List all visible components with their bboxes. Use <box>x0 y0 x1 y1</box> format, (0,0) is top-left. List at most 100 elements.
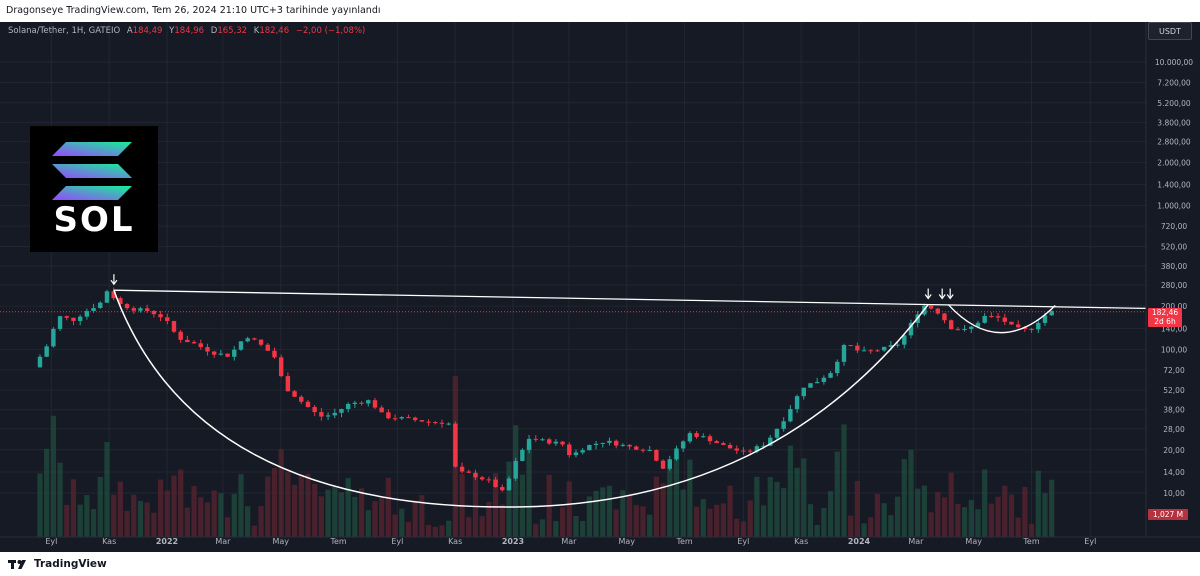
cup-and-handle-pattern <box>110 274 1147 508</box>
x-tick-label: Kas <box>102 537 116 546</box>
volume-bar <box>854 480 860 537</box>
candle-body <box>473 472 478 478</box>
candle-body <box>955 329 961 331</box>
candle-body <box>674 448 679 460</box>
volume-bar <box>151 512 157 537</box>
volume-bar <box>178 469 184 537</box>
y-tick-label: 14,00 <box>1163 468 1185 477</box>
volume-bar <box>446 520 452 537</box>
volume-bar <box>881 503 887 537</box>
candle-body <box>814 381 820 384</box>
footer-bar: TradingView <box>0 552 1200 576</box>
symbol-legend: Solana/Tether, 1H, GATEIO A184,49 Y184,9… <box>8 26 365 36</box>
volume-bar <box>801 458 807 537</box>
candle-body <box>587 445 592 451</box>
price-axis: 10.000,00 7.200,00 5.200,00 3.800,00 2.800,0… <box>1145 22 1200 552</box>
candle-body <box>379 407 384 413</box>
volume-bar <box>245 506 251 537</box>
candle-body <box>754 446 760 452</box>
x-tick-label: Kas <box>794 537 808 546</box>
candle-body <box>292 391 297 397</box>
candle-body <box>1029 328 1034 330</box>
volume-bar <box>70 479 77 537</box>
volume-bar <box>37 473 43 537</box>
volume-bar <box>57 462 63 537</box>
volume-bar <box>499 504 505 537</box>
price-chart[interactable]: 10.000,00 7.200,00 5.200,00 3.800,00 2.800,0… <box>0 22 1200 552</box>
candle-body <box>560 441 565 445</box>
candle-body <box>446 423 451 425</box>
volume-bar <box>915 488 921 537</box>
x-tick-label: 2023 <box>502 537 524 546</box>
candle-body <box>191 342 197 344</box>
candle-body <box>439 422 445 424</box>
volume-bar <box>352 496 358 537</box>
volume-bar <box>573 516 579 537</box>
volume-bar <box>144 502 150 537</box>
candle-body <box>808 383 813 388</box>
candle-body <box>1015 324 1021 328</box>
tradingview-brand: TradingView <box>34 558 107 570</box>
open-label: A <box>126 26 133 36</box>
volume-bar <box>935 491 941 537</box>
volume-bar <box>318 496 324 537</box>
volume-bar <box>513 425 519 537</box>
y-tick-label: 1.400,00 <box>1157 181 1191 190</box>
y-tick-label: 720,00 <box>1161 222 1187 231</box>
candle-body <box>875 350 880 352</box>
volume-bar <box>111 494 117 537</box>
y-tick-label: 20,00 <box>1163 446 1185 455</box>
volume-bar <box>251 525 257 537</box>
volume-bar <box>231 493 237 537</box>
volume-bar <box>392 514 398 537</box>
candle-body <box>513 460 518 479</box>
bar-countdown: 2d 6h <box>1154 317 1176 326</box>
candle-body <box>299 396 304 402</box>
volume-bar <box>124 510 130 537</box>
candle-body <box>948 320 954 330</box>
volume-bar <box>50 415 56 537</box>
volume-bar <box>928 512 934 537</box>
volume-bar <box>1049 479 1055 537</box>
volume-bar <box>325 489 331 537</box>
y-tick-label: 2.000,00 <box>1157 158 1191 167</box>
volume-bar <box>814 524 820 537</box>
volume-bar <box>600 487 606 537</box>
currency-button[interactable]: USDT <box>1148 22 1192 40</box>
volume-bar <box>747 500 753 537</box>
volume-bar <box>439 525 445 537</box>
candle-body <box>278 357 284 377</box>
candle-body <box>881 346 887 351</box>
candle-body <box>64 316 69 318</box>
candle-body <box>1022 327 1028 329</box>
volume-bar <box>848 515 854 537</box>
peak-arrow-icon <box>110 274 118 286</box>
candle-body <box>77 316 83 321</box>
candle-body <box>600 442 605 444</box>
candle-body <box>908 322 914 336</box>
volume-bar <box>419 495 425 537</box>
candle-body <box>352 402 358 404</box>
change-value: −2,00 (−1,08%) <box>295 26 366 36</box>
volume-bar <box>633 505 639 537</box>
volume-bar <box>104 442 110 537</box>
close-value: 182,46 <box>259 26 290 36</box>
candle-body <box>962 328 967 330</box>
x-tick-label: May <box>272 537 289 546</box>
solana-logo: SOL <box>30 126 158 252</box>
peak-arrow-icon <box>938 288 946 300</box>
volume-bar <box>861 523 867 537</box>
candle-body <box>727 444 733 449</box>
candle-body <box>433 422 438 424</box>
volume-bar <box>720 503 726 537</box>
publish-text: Dragonseye TradingView.com, Tem 26, 2024… <box>6 5 381 16</box>
close-label: K <box>253 26 260 36</box>
candle-body <box>124 304 130 309</box>
volume-bar <box>84 495 90 537</box>
candle-body <box>325 415 331 417</box>
candle-body <box>580 450 585 453</box>
volume-bar <box>714 504 720 537</box>
volume-bar <box>184 507 190 537</box>
candle-body <box>91 307 96 311</box>
candle-body <box>372 400 378 408</box>
